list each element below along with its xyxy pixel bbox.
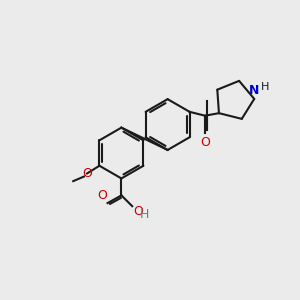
Text: O: O (133, 206, 143, 218)
Text: O: O (97, 189, 107, 202)
Text: H: H (260, 82, 269, 92)
Text: O: O (200, 136, 210, 149)
Text: O: O (82, 167, 92, 180)
Text: H: H (140, 208, 149, 221)
Text: N: N (249, 84, 260, 97)
